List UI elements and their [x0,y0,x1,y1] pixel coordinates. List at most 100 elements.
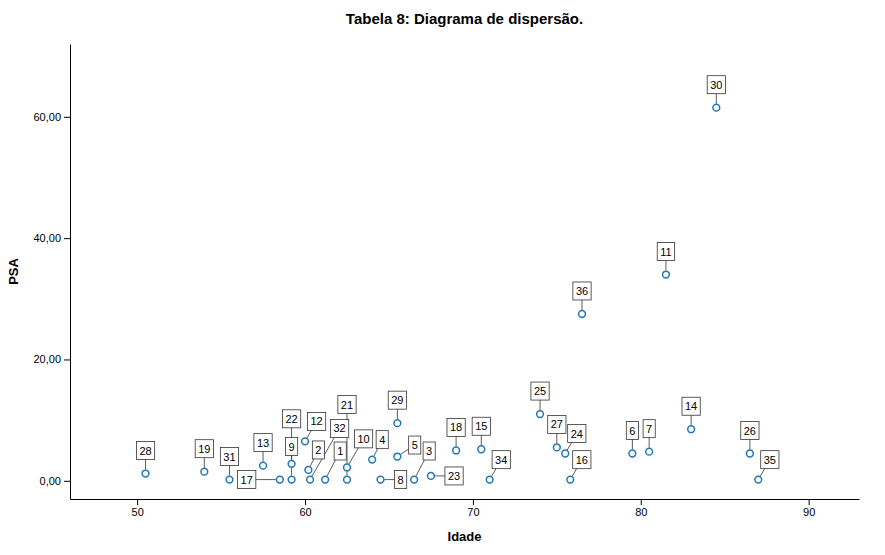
label-box [388,391,406,409]
label-box [472,417,490,435]
point-label: 10 [354,430,372,448]
point-label-text: 28 [139,445,151,457]
point [322,476,329,483]
point [377,476,384,483]
point [288,460,295,467]
x-tick-mark [809,499,810,505]
point-label: 7 [643,420,655,438]
point-label: 22 [282,410,300,428]
label-box [423,442,435,460]
label-box [376,431,388,449]
point [307,476,314,483]
point-label-text: 34 [495,454,507,466]
x-tick: 70 [467,499,479,518]
point [260,462,267,469]
label-box [643,420,655,438]
point [411,476,418,483]
point [305,466,312,473]
point-label-text: 14 [685,400,697,412]
label-box [354,430,372,448]
y-tick-label: 60,00 [33,111,61,123]
x-tick-mark [473,499,474,505]
point-label-text: 10 [357,433,369,445]
label-box [338,396,356,414]
point [713,104,720,111]
label-box [531,382,549,400]
point-label-text: 30 [710,79,722,91]
point-label: 4 [376,431,388,449]
label-box [330,419,348,437]
point [579,311,586,318]
point-label: 1 [334,442,346,460]
label-box [492,451,510,469]
point-label: 25 [531,382,549,400]
label-box [312,441,324,459]
x-tick-label: 50 [132,506,144,518]
point-label: 18 [447,418,465,436]
point-label: 30 [707,76,725,94]
point-label: 19 [195,440,213,458]
y-tick-mark [64,359,70,360]
point [453,447,460,454]
point-label: 3 [423,442,435,460]
label-box [761,451,779,469]
point-label-text: 36 [576,285,588,297]
x-tick-label: 90 [803,506,815,518]
point-label: 2 [312,441,324,459]
point-label-text: 1 [337,445,343,457]
point-label-text: 22 [285,413,297,425]
point-label-text: 15 [475,420,487,432]
point [567,476,574,483]
x-tick-mark [137,499,138,505]
point [688,426,695,433]
label-box [445,467,463,485]
point-label: 9 [286,438,298,456]
leader-lines [146,85,770,480]
point-label-text: 17 [241,474,253,486]
y-tick-mark [64,481,70,482]
y-axis: 0,0020,0040,0060,00 [33,45,70,500]
point-label-text: 35 [764,454,776,466]
y-tick-label: 40,00 [33,232,61,244]
label-boxes: 2819311317229122321102148529323181534252… [136,76,779,489]
label-box [395,471,407,489]
label-box [707,76,725,94]
x-tick-mark [305,499,306,505]
point [302,438,309,445]
point-label-text: 24 [571,428,583,440]
point [746,450,753,457]
point-label: 15 [472,417,490,435]
point [486,476,493,483]
y-tick: 60,00 [33,111,70,123]
point-label-text: 18 [450,421,462,433]
label-box [238,471,256,489]
point [646,448,653,455]
point-label-text: 13 [257,437,269,449]
point-label: 36 [573,282,591,300]
y-tick: 20,00 [33,353,70,365]
chart: 50607080900,0020,0040,0060,0028193113172… [0,0,885,555]
point-label-text: 32 [333,422,345,434]
point [201,468,208,475]
y-axis-title: PSA [6,258,21,285]
label-box [195,440,213,458]
point-label-text: 29 [391,394,403,406]
x-tick-label: 60 [299,506,311,518]
point-label-text: 16 [576,454,588,466]
point [344,464,351,471]
point-label-text: 25 [534,385,546,397]
x-tick-label: 70 [467,506,479,518]
label-box [573,282,591,300]
point-label: 24 [568,425,586,443]
point [755,476,762,483]
point-label-text: 11 [660,246,671,258]
label-box [334,442,346,460]
label-box [447,418,465,436]
point-label: 35 [761,451,779,469]
label-box [282,410,300,428]
label-box [626,422,638,440]
x-axis-title: Idade [448,529,482,544]
point-label: 12 [307,412,325,430]
point-label-text: 19 [198,443,210,455]
point-label: 13 [254,434,272,452]
